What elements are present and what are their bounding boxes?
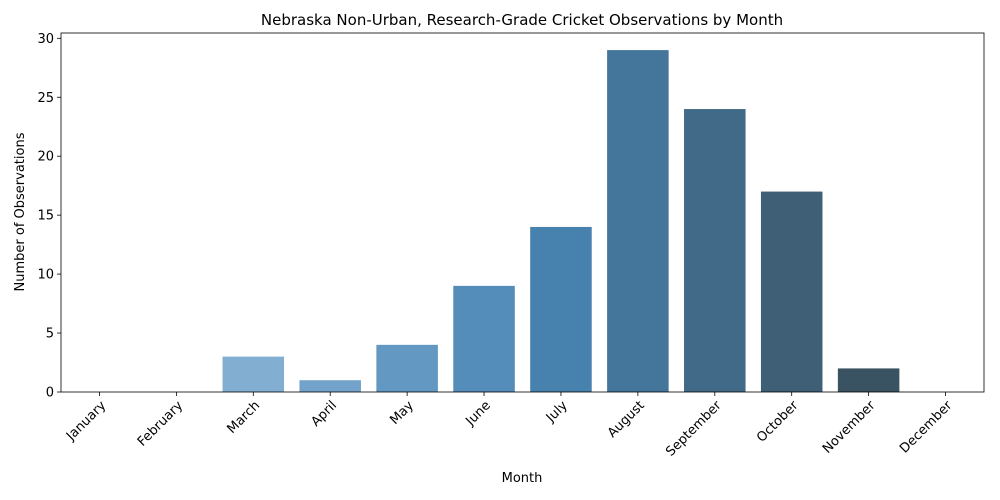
bar-april bbox=[299, 380, 361, 392]
x-tick-label: November bbox=[820, 398, 879, 457]
x-axis-ticks: January February March April May June July Augu… bbox=[63, 392, 956, 460]
bar-september bbox=[684, 109, 746, 392]
bar-november bbox=[837, 368, 900, 392]
bar-august bbox=[607, 50, 669, 392]
bar-june bbox=[453, 285, 515, 392]
y-axis-label: Number of Observations bbox=[13, 132, 28, 291]
plot-frame bbox=[60, 32, 985, 393]
chart-title: Nebraska Non-Urban, Research-Grade Crick… bbox=[261, 11, 783, 29]
x-tick-label: January bbox=[63, 398, 109, 444]
x-tick-label: June bbox=[463, 398, 494, 429]
y-tick-label: 30 bbox=[37, 32, 54, 47]
y-tick-label: 10 bbox=[37, 268, 54, 283]
x-tick-label: December bbox=[897, 398, 956, 457]
bars-group bbox=[222, 50, 900, 392]
x-tick-label: August bbox=[605, 398, 648, 441]
bar-march bbox=[222, 356, 285, 392]
x-tick-label: October bbox=[754, 398, 802, 446]
x-tick-label: February bbox=[135, 398, 187, 450]
bar-may bbox=[376, 344, 438, 392]
x-tick-label: May bbox=[387, 398, 417, 428]
y-axis-ticks: 0 5 10 15 20 25 30 bbox=[37, 32, 61, 401]
y-tick-label: 5 bbox=[46, 327, 54, 342]
y-tick-label: 20 bbox=[37, 150, 54, 165]
x-tick-label: March bbox=[224, 398, 263, 437]
x-tick-label: July bbox=[543, 398, 571, 426]
y-tick-label: 25 bbox=[37, 91, 54, 106]
x-axis-label: Month bbox=[502, 471, 543, 486]
x-tick-label: April bbox=[308, 398, 340, 430]
y-tick-label: 0 bbox=[46, 386, 54, 401]
bar-july bbox=[530, 226, 592, 392]
y-tick-label: 15 bbox=[37, 209, 54, 224]
bar-october bbox=[760, 191, 823, 392]
x-tick-label: September bbox=[663, 398, 725, 460]
